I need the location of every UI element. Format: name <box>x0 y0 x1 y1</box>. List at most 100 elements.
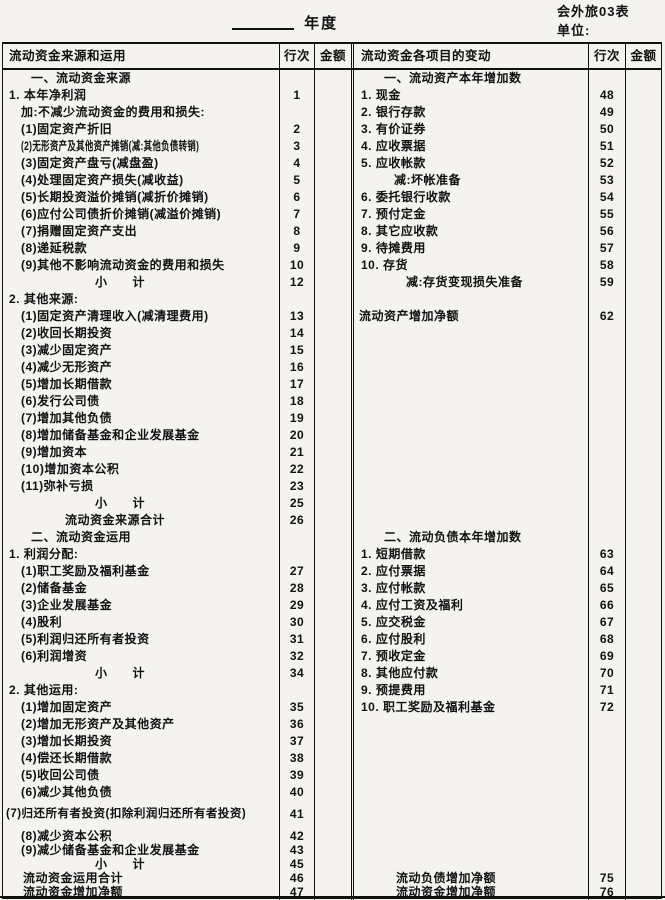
left-amount-cell <box>314 733 351 750</box>
left-row-label: (5)长期投资溢价摊销(减折价摊销) <box>21 190 209 205</box>
right-row-label <box>351 716 588 733</box>
left-row-label: 小 计 <box>95 666 146 681</box>
table-row: (10)增加资本公积 22 <box>3 461 661 478</box>
left-row-label: (4)股利 <box>21 615 63 630</box>
table-row: (9)增加资本 21 <box>3 444 661 461</box>
table-row: (6)利润增资 32 7. 预收定金 69 <box>3 648 661 665</box>
left-row-label: (1)固定资产清理收入(减清理费用) <box>21 309 209 324</box>
left-amount-cell <box>314 444 351 461</box>
table-row: 小 计 25 <box>3 495 661 512</box>
title-bar: 年度 会外旅03表 单位: <box>0 0 665 42</box>
left-row-label: (1)固定资产折旧 <box>21 122 113 137</box>
working-capital-table: 流动资金来源和运用 行次 金额 流动资金各项目的变动 行次 金额 一、流动资金来… <box>2 42 662 900</box>
right-amount-cell <box>625 376 661 393</box>
table-row: (3)企业发展基金 29 4. 应付工资及福利 66 <box>3 597 661 614</box>
right-line-no <box>588 495 625 512</box>
right-amount-cell <box>625 828 661 845</box>
left-amount-cell <box>314 529 351 546</box>
right-line-no: 69 <box>588 648 625 665</box>
table-row: (1)增加固定资产 35 10. 职工奖励及福利基金 72 <box>3 699 661 716</box>
right-amount-cell <box>625 580 661 597</box>
right-amount-cell <box>625 257 661 274</box>
left-row-label: (3)固定资产盘亏(减盘盈) <box>21 156 159 171</box>
left-amount-cell <box>314 138 351 155</box>
right-row-label: 3. 有价证券 <box>351 121 588 138</box>
right-amount-cell <box>625 614 661 631</box>
left-amount-cell <box>314 682 351 699</box>
right-amount-cell <box>625 842 661 859</box>
left-line-no: 37 <box>279 733 314 750</box>
table-row: (5)长期投资溢价摊销(减折价摊销) 6 6. 委托银行收款 54 <box>3 189 661 206</box>
right-row-label: 流动资金增加净额 <box>351 884 588 900</box>
right-row-label <box>351 750 588 767</box>
table-row: 二、流动资金运用 二、流动负债本年增加数 <box>3 529 661 546</box>
right-row-label: 10. 职工奖励及福利基金 <box>351 699 588 716</box>
right-line-no: 55 <box>588 206 625 223</box>
right-amount-cell <box>625 665 661 682</box>
right-amount-cell <box>625 240 661 257</box>
year-blank-line <box>232 27 294 30</box>
table-header-row: 流动资金来源和运用 行次 金额 流动资金各项目的变动 行次 金额 <box>3 44 661 70</box>
right-row-label <box>351 856 588 873</box>
table-row: 一、流动资金来源 一、流动资产本年增加数 <box>3 70 661 87</box>
table-row: (7)捐赠固定资产支出 8 8. 其它应收款 56 <box>3 223 661 240</box>
left-line-no <box>279 682 314 699</box>
left-amount-cell <box>314 842 351 859</box>
right-amount-cell <box>625 444 661 461</box>
left-amount-cell <box>314 308 351 325</box>
right-line-no: 67 <box>588 614 625 631</box>
left-line-no: 8 <box>279 223 314 240</box>
right-line-no <box>588 784 625 801</box>
right-amount-cell <box>625 189 661 206</box>
right-line-no <box>588 733 625 750</box>
left-row-label: 二、流动资金运用 <box>31 530 132 545</box>
right-line-no: 48 <box>588 87 625 104</box>
right-row-label: 4. 应收票据 <box>351 138 588 155</box>
right-amount-cell <box>625 359 661 376</box>
left-row-label: (8)减少资本公积 <box>21 829 113 843</box>
left-line-no <box>279 70 314 87</box>
right-amount-cell <box>625 546 661 563</box>
left-amount-cell <box>314 716 351 733</box>
header-right-amount: 金额 <box>625 44 661 68</box>
table-row: (4)偿还长期借款 38 <box>3 750 661 767</box>
right-row-label <box>351 801 588 828</box>
left-row-label: (3)增加长期投资 <box>21 734 113 749</box>
right-line-no <box>588 359 625 376</box>
table-row: (2)收回长期投资 14 <box>3 325 661 342</box>
right-line-no <box>588 767 625 784</box>
right-row-label <box>351 478 588 495</box>
right-line-no <box>588 529 625 546</box>
left-line-no: 35 <box>279 699 314 716</box>
left-line-no: 27 <box>279 563 314 580</box>
form-meta: 会外旅03表 单位: <box>557 2 629 40</box>
right-line-no <box>588 801 625 828</box>
right-amount-cell <box>625 427 661 444</box>
left-amount-cell <box>314 376 351 393</box>
right-amount-cell <box>625 801 661 828</box>
left-row-label: 流动资金增加净额 <box>23 885 124 899</box>
right-amount-cell <box>625 274 661 291</box>
table-row: (4)减少无形资产 16 <box>3 359 661 376</box>
left-amount-cell <box>314 563 351 580</box>
left-amount-cell <box>314 784 351 801</box>
right-line-no <box>588 70 625 87</box>
left-row-label: (5)增加长期借款 <box>21 377 113 392</box>
table-row: 流动资金增加净额 47 流动资金增加净额 76 <box>3 884 661 900</box>
right-line-no <box>588 716 625 733</box>
right-row-label: 10. 存货 <box>351 257 588 274</box>
left-amount-cell <box>314 189 351 206</box>
left-row-label: (10)增加资本公积 <box>21 462 120 477</box>
header-left-title: 流动资金来源和运用 <box>9 48 127 63</box>
right-line-no <box>588 325 625 342</box>
left-row-label: 2. 其他来源: <box>9 292 79 307</box>
left-amount-cell <box>314 750 351 767</box>
right-amount-cell <box>625 393 661 410</box>
right-line-no: 58 <box>588 257 625 274</box>
right-amount-cell <box>625 512 661 529</box>
left-row-label: (4)处理固定资产损失(减收益) <box>21 173 184 188</box>
right-row-label <box>351 512 588 529</box>
left-amount-cell <box>314 206 351 223</box>
left-amount-cell <box>314 155 351 172</box>
